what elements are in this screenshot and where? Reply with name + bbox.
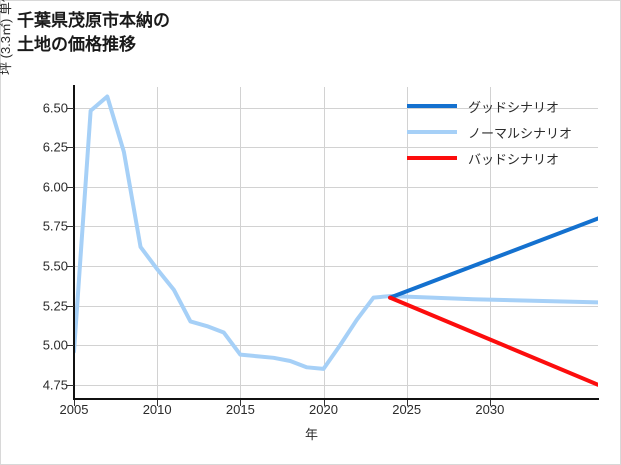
- y-tick-label: 6.50: [42, 100, 68, 116]
- x-axis-spine: [73, 398, 599, 400]
- y-tick-label: 4.75: [42, 377, 68, 393]
- y-tick-mark: [67, 107, 74, 109]
- legend-label-bad: バッドシナリオ: [468, 151, 560, 167]
- legend-swatch-good: [407, 104, 457, 108]
- chart-legend: グッドシナリオ ノーマルシナリオ バッドシナリオ: [407, 93, 607, 171]
- y-tick-label: 6.00: [42, 179, 68, 195]
- legend-label-good: グッドシナリオ: [468, 99, 560, 115]
- y-axis-spine: [73, 85, 75, 400]
- x-tick-label: 2030: [475, 402, 505, 417]
- y-tick-mark: [67, 305, 74, 307]
- y-tick-mark: [67, 265, 74, 267]
- horizontal-gridlines: [74, 108, 598, 386]
- page-title: 千葉県茂原市本納の 土地の価格推移: [17, 11, 170, 55]
- y-tick-label: 6.25: [42, 139, 68, 155]
- y-tick-label: 5.00: [42, 337, 68, 353]
- legend-item-good[interactable]: グッドシナリオ: [407, 93, 607, 119]
- legend-item-bad[interactable]: バッドシナリオ: [407, 145, 607, 171]
- y-axis-label: 坪 (3.3㎡) 単価（万円）: [0, 0, 13, 75]
- y-tick-mark: [67, 147, 74, 149]
- y-tick-mark: [67, 186, 74, 188]
- series-line-good: [388, 216, 598, 300]
- x-tick-mark: [406, 400, 408, 406]
- x-tick-mark: [489, 400, 491, 406]
- x-tick-mark: [157, 400, 159, 406]
- y-tick-label: 5.50: [42, 258, 68, 274]
- x-tick-mark: [240, 400, 242, 406]
- x-tick-label: 2005: [59, 402, 89, 417]
- x-tick-mark: [74, 400, 75, 406]
- y-tick-mark: [67, 226, 74, 228]
- y-tick-label: 5.25: [42, 298, 68, 314]
- legend-swatch-normal: [407, 130, 457, 134]
- series-line-normal: [74, 94, 598, 371]
- series-line-bad: [388, 295, 598, 387]
- y-tick-label: 5.75: [42, 218, 68, 234]
- x-tick-label: 2020: [309, 402, 338, 417]
- x-tick-label: 2010: [142, 402, 172, 417]
- x-tick-mark: [323, 400, 325, 406]
- y-tick-mark: [67, 345, 74, 347]
- legend-item-normal[interactable]: ノーマルシナリオ: [407, 119, 607, 145]
- x-axis-label: 年: [304, 427, 318, 442]
- x-tick-label: 2015: [225, 402, 255, 417]
- plot-area: [74, 87, 598, 399]
- legend-swatch-bad: [407, 156, 457, 160]
- y-tick-mark: [67, 384, 74, 386]
- x-tick-label: 2025: [392, 402, 422, 417]
- legend-label-normal: ノーマルシナリオ: [468, 125, 573, 141]
